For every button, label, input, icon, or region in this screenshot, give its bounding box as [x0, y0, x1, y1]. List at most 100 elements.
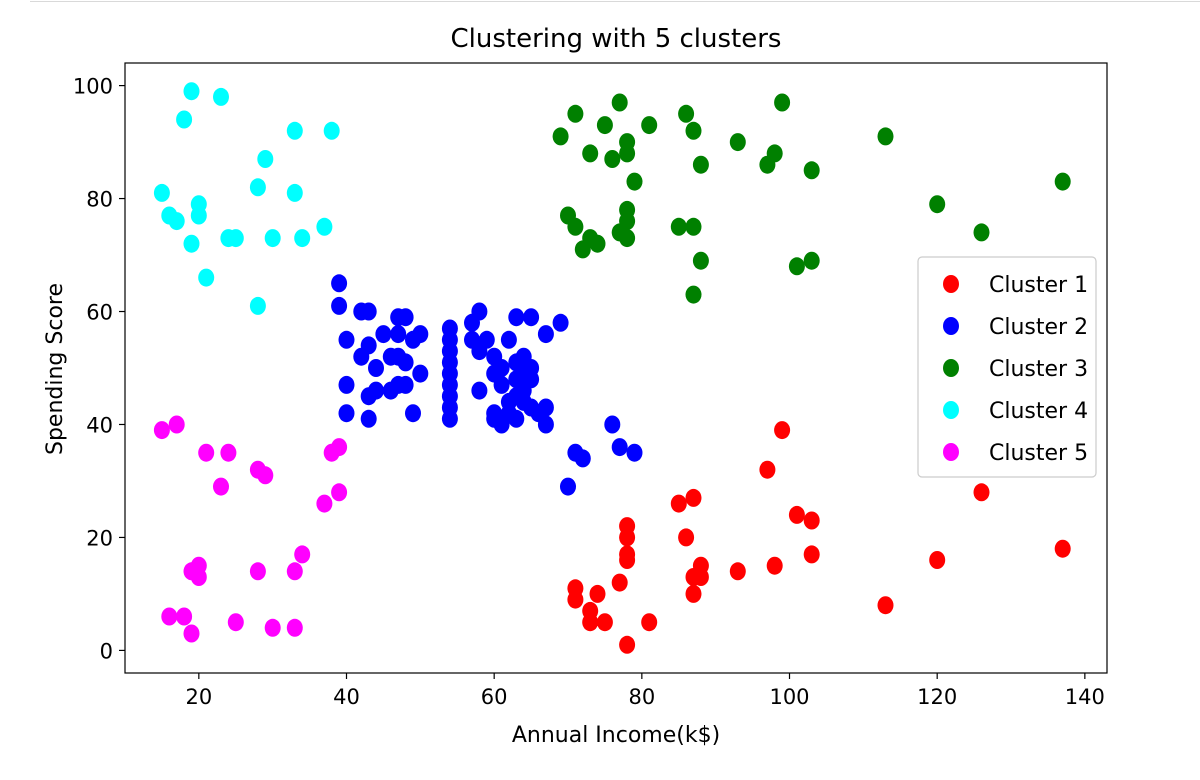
legend-label: Cluster 4	[989, 399, 1088, 424]
cluster-5-point	[294, 545, 311, 564]
y-tick-label: 60	[86, 301, 113, 325]
cluster-1-point	[611, 573, 628, 592]
cluster-1-point	[788, 505, 805, 524]
cluster-1-point	[803, 511, 820, 530]
cluster-3-point	[670, 217, 687, 236]
cluster-4-point	[190, 206, 207, 225]
y-tick-label: 20	[86, 526, 113, 550]
cluster-3-point	[929, 195, 946, 214]
cluster-1-point	[582, 613, 599, 632]
cluster-2-point	[338, 375, 355, 394]
cluster-1-point	[774, 421, 791, 440]
cluster-1-point	[619, 528, 636, 547]
cluster-5-point	[286, 618, 303, 637]
x-axis-title: Annual Income(k$)	[512, 723, 720, 748]
cluster-4-point	[264, 229, 281, 248]
cluster-2-point	[537, 325, 554, 344]
y-axis: 0 20 40 60 80 100	[73, 75, 125, 663]
cluster-3-point	[766, 144, 783, 163]
chart-title: Clustering with 5 clusters	[451, 24, 782, 54]
cluster-3-point	[611, 93, 628, 112]
cluster-2-point	[537, 398, 554, 417]
cluster-2-point	[523, 370, 540, 389]
cluster-4-point	[316, 217, 333, 236]
cluster-2-point	[604, 415, 621, 434]
cluster-3-point	[619, 229, 636, 248]
cluster-4-point	[249, 296, 266, 315]
cluster-1-point	[619, 551, 636, 569]
cluster-1-point	[641, 613, 658, 632]
cluster-3-point	[619, 212, 636, 231]
cluster-1-point	[619, 635, 636, 654]
cluster-1-point	[766, 556, 783, 575]
y-tick-label: 100	[73, 75, 113, 99]
cluster-4-point	[213, 87, 229, 106]
cluster-2-point	[493, 359, 510, 377]
cluster-4-point	[249, 178, 266, 197]
cluster-3-point	[685, 285, 702, 304]
cluster-5-point	[168, 415, 185, 434]
cluster-1-point	[670, 494, 687, 513]
cluster-2-point	[338, 330, 355, 349]
cluster-5-point	[316, 494, 333, 513]
legend-marker	[943, 317, 959, 335]
cluster-2-point	[441, 409, 458, 428]
x-tick-label: 40	[333, 685, 360, 709]
plot-area	[153, 82, 1071, 654]
cluster-4-point	[183, 82, 200, 101]
cluster-3-point	[803, 161, 820, 180]
cluster-2-point	[471, 381, 488, 400]
cluster-5-point	[190, 568, 207, 586]
cluster-5-point	[153, 421, 170, 440]
cluster-4-point	[183, 234, 200, 253]
cluster-1-point	[929, 551, 946, 569]
cluster-2-point	[368, 381, 384, 400]
cluster-2-point	[523, 308, 540, 327]
x-tick-label: 100	[769, 685, 809, 709]
cluster-2-point	[331, 274, 348, 293]
cluster-3-point	[774, 93, 791, 112]
cluster-2-point	[375, 325, 392, 344]
cluster-2-point	[412, 325, 429, 344]
cluster-1-point	[759, 460, 776, 479]
cluster-3-point	[729, 133, 746, 152]
cluster-2-point	[508, 409, 525, 428]
cluster-3-point	[567, 104, 584, 123]
cluster-3-point	[678, 104, 695, 123]
y-tick-label: 80	[86, 188, 113, 212]
cluster-2-point	[471, 302, 488, 321]
cluster-5-point	[257, 466, 274, 485]
cluster-4-point	[176, 110, 193, 129]
cluster-1-point	[589, 584, 606, 603]
cluster-5-point	[198, 443, 215, 462]
cluster-5-point	[227, 613, 244, 632]
cluster-2-point	[611, 438, 628, 457]
cluster-3-point	[604, 150, 621, 168]
cluster-3-point	[685, 121, 702, 140]
cluster-4-point	[323, 121, 340, 140]
y-tick-label: 40	[86, 413, 113, 437]
cluster-3-point	[582, 144, 599, 163]
cluster-2-point	[537, 415, 554, 434]
legend-marker	[943, 359, 959, 377]
cluster-4-point	[294, 229, 311, 248]
cluster-2-point	[493, 375, 510, 394]
x-tick-label: 20	[185, 685, 212, 709]
cluster-3-point	[803, 251, 820, 270]
cluster-5-point	[331, 483, 348, 502]
cluster-2-point	[478, 330, 495, 349]
cluster-1-point	[973, 483, 990, 502]
cluster-3-point	[692, 251, 709, 270]
cluster-2-point	[360, 302, 377, 321]
cluster-3-point	[596, 116, 613, 135]
legend-marker	[943, 443, 959, 461]
cluster-2-point	[360, 409, 377, 428]
cluster-1-point	[567, 590, 584, 609]
cluster-4-point	[198, 268, 215, 287]
cluster-5-point	[213, 477, 229, 496]
cluster-5-point	[183, 624, 200, 643]
cluster-4-point	[286, 121, 303, 140]
cluster-3-point	[626, 172, 643, 191]
legend-label: Cluster 2	[989, 315, 1088, 340]
